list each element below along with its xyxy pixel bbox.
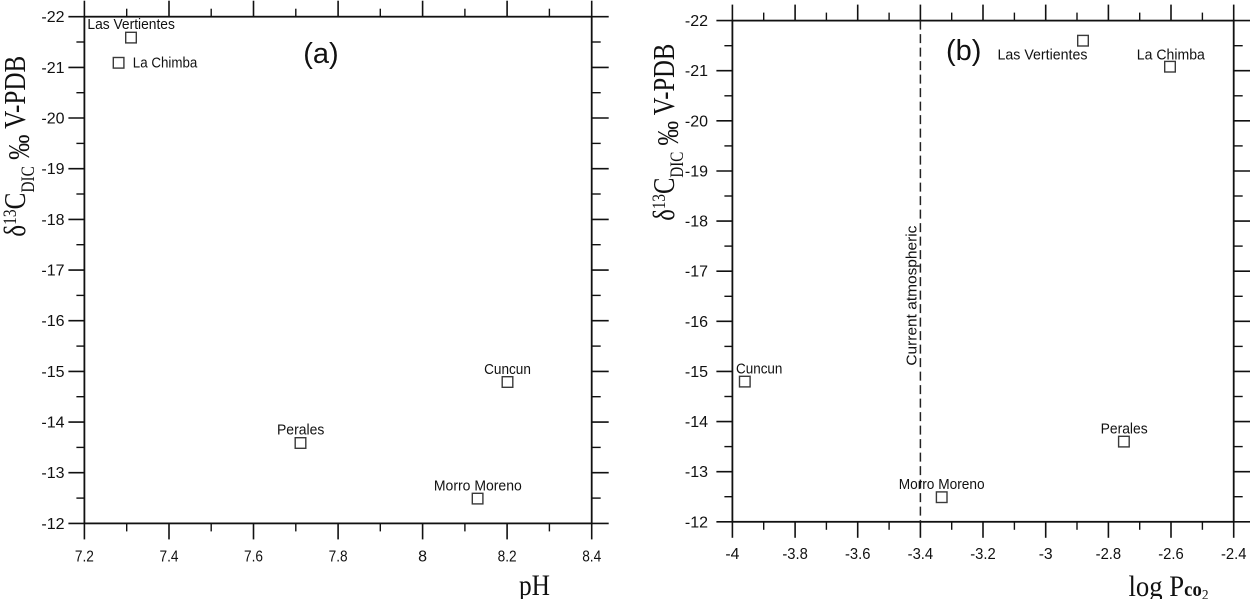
svg-text:Morro Moreno: Morro Moreno	[899, 476, 985, 493]
svg-text:-4: -4	[725, 546, 739, 563]
svg-text:-17: -17	[41, 263, 64, 280]
svg-text:Cuncun: Cuncun	[484, 361, 531, 378]
svg-text:Las Vertientes: Las Vertientes	[87, 16, 174, 33]
svg-text:8: 8	[418, 549, 427, 566]
svg-text:-15: -15	[685, 364, 708, 381]
svg-text:-3.8: -3.8	[782, 546, 808, 563]
svg-text:Las Vertientes: Las Vertientes	[998, 47, 1088, 64]
svg-text:-3: -3	[1039, 546, 1053, 563]
svg-text:-16: -16	[41, 313, 64, 330]
svg-text:-13: -13	[685, 464, 708, 481]
svg-text:-2.4: -2.4	[1221, 546, 1247, 563]
svg-text:-13: -13	[41, 465, 64, 482]
svg-text:-14: -14	[685, 414, 708, 431]
svg-text:Current atmospheric: Current atmospheric	[904, 225, 921, 366]
svg-text:(a): (a)	[303, 38, 338, 70]
svg-text:-22: -22	[41, 9, 64, 26]
svg-text:-3.6: -3.6	[845, 546, 871, 563]
svg-text:Morro Moreno: Morro Moreno	[434, 477, 522, 494]
svg-text:7.6: 7.6	[244, 549, 263, 566]
svg-text:-18: -18	[685, 214, 708, 231]
svg-text:8.4: 8.4	[582, 549, 601, 566]
svg-text:-19: -19	[41, 161, 64, 178]
svg-text:-2.8: -2.8	[1096, 546, 1122, 563]
svg-text:7.2: 7.2	[75, 549, 94, 566]
svg-text:-16: -16	[685, 314, 708, 331]
svg-text:7.4: 7.4	[160, 549, 179, 566]
svg-text:Cuncun: Cuncun	[736, 360, 782, 377]
svg-text:-20: -20	[685, 113, 708, 130]
svg-text:-15: -15	[41, 364, 64, 381]
svg-text:-22: -22	[685, 13, 708, 30]
svg-text:-21: -21	[41, 60, 64, 77]
svg-text:-21: -21	[685, 63, 708, 80]
svg-text:La Chimba: La Chimba	[133, 55, 198, 72]
svg-text:-19: -19	[685, 164, 708, 181]
svg-text:Perales: Perales	[277, 422, 324, 439]
svg-text:-2.6: -2.6	[1158, 546, 1184, 563]
svg-text:-12: -12	[685, 514, 708, 531]
svg-text:pH: pH	[519, 569, 550, 599]
svg-text:-14: -14	[41, 415, 64, 432]
svg-text:-12: -12	[41, 516, 64, 533]
svg-text:-18: -18	[41, 212, 64, 229]
svg-text:-3.4: -3.4	[908, 546, 934, 563]
svg-text:Perales: Perales	[1101, 421, 1148, 438]
svg-text:7.8: 7.8	[329, 549, 348, 566]
svg-text:La Chimba: La Chimba	[1137, 47, 1206, 64]
svg-text:(b): (b)	[946, 35, 981, 67]
svg-text:-3.2: -3.2	[970, 546, 996, 563]
svg-text:-20: -20	[41, 111, 64, 128]
svg-text:-17: -17	[685, 264, 708, 281]
svg-text:8.2: 8.2	[498, 549, 517, 566]
